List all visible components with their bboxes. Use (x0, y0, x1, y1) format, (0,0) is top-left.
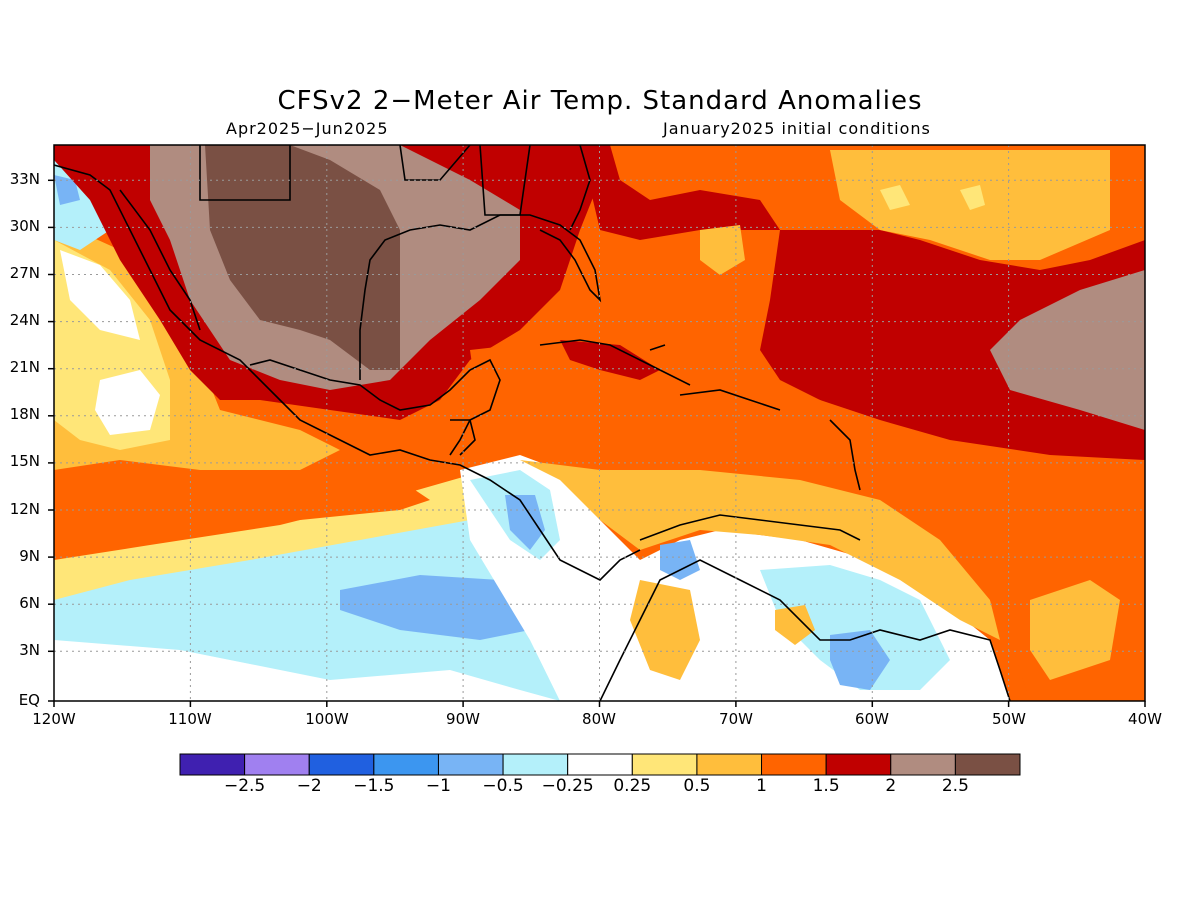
lon-label: 50W (992, 710, 1026, 728)
lon-label: 90W (446, 710, 480, 728)
lat-label: 18N (9, 405, 40, 423)
lon-label: 80W (582, 710, 616, 728)
lat-label: 33N (9, 170, 40, 188)
colorbar-label: 0.25 (613, 776, 652, 796)
lat-label: EQ (18, 691, 40, 709)
colorbar (179, 753, 1021, 776)
lat-label: 21N (9, 358, 40, 376)
map-title: CFSv2 2−Meter Air Temp. Standard Anomali… (277, 86, 923, 116)
colorbar-swatch (244, 753, 310, 776)
colorbar-swatch (825, 753, 892, 776)
lon-label: 100W (305, 710, 349, 728)
colorbar-label: 0.5 (683, 776, 711, 796)
anomaly-field (54, 145, 1145, 701)
coastlines (54, 145, 1011, 701)
lat-label: 6N (19, 594, 40, 612)
lon-label: 60W (855, 710, 889, 728)
colorbar-swatch (631, 753, 698, 776)
lon-label: 70W (719, 710, 753, 728)
lon-label: 110W (168, 710, 212, 728)
colorbar-label: 1.5 (812, 776, 840, 796)
lat-label: 9N (19, 547, 40, 565)
gridlines (54, 145, 1145, 701)
lat-label: 30N (9, 217, 40, 235)
lat-label: 3N (19, 641, 40, 659)
colorbar-swatch (502, 753, 569, 776)
colorbar-label: −0.5 (482, 776, 524, 796)
lon-label: 40W (1128, 710, 1162, 728)
lat-label: 27N (9, 264, 40, 282)
forecast-period: Apr2025−Jun2025 (226, 119, 389, 138)
colorbar-swatch (373, 753, 439, 776)
colorbar-label: 1 (756, 776, 767, 796)
colorbar-label: −2 (296, 776, 322, 796)
colorbar-swatch (761, 753, 827, 776)
colorbar-label: −1 (425, 776, 451, 796)
lat-label: 15N (9, 452, 40, 470)
colorbar-swatch (696, 753, 763, 776)
lat-label: 12N (9, 500, 40, 518)
colorbar-label: 2.5 (941, 776, 969, 796)
colorbar-swatch (567, 753, 633, 776)
colorbar-swatch (308, 753, 375, 776)
lat-label: 24N (9, 311, 40, 329)
colorbar-label: −0.25 (541, 776, 594, 796)
colorbar-swatch (954, 753, 1021, 776)
colorbar-label: 2 (885, 776, 897, 796)
colorbar-label: −1.5 (353, 776, 395, 796)
colorbar-swatch (890, 753, 956, 776)
colorbar-label: −2.5 (223, 776, 266, 796)
colorbar-swatch (179, 753, 246, 776)
colorbar-swatch (437, 753, 504, 776)
initial-conditions: January2025 initial conditions (663, 119, 931, 138)
axis-ticks (48, 179, 1146, 707)
lon-label: 120W (32, 710, 76, 728)
